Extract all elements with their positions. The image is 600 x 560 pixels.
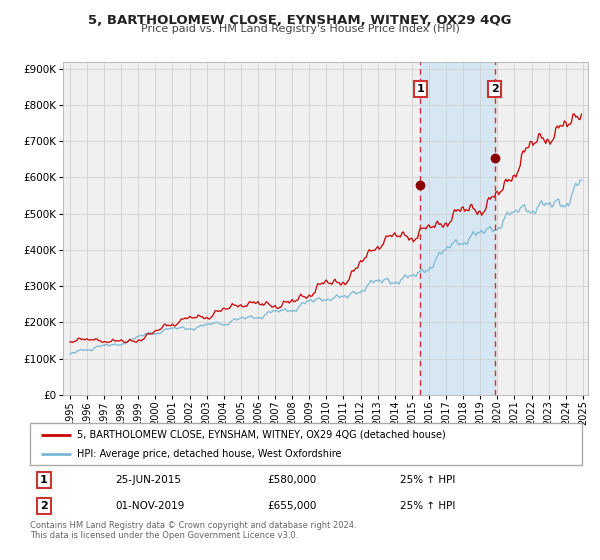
Text: 25% ↑ HPI: 25% ↑ HPI bbox=[400, 501, 455, 511]
Text: 25-JUN-2015: 25-JUN-2015 bbox=[116, 475, 182, 485]
Text: 25% ↑ HPI: 25% ↑ HPI bbox=[400, 475, 455, 485]
Text: 2: 2 bbox=[491, 84, 499, 94]
Text: Contains HM Land Registry data © Crown copyright and database right 2024.: Contains HM Land Registry data © Crown c… bbox=[30, 521, 356, 530]
Text: 01-NOV-2019: 01-NOV-2019 bbox=[116, 501, 185, 511]
FancyBboxPatch shape bbox=[30, 423, 582, 465]
Text: £655,000: £655,000 bbox=[268, 501, 317, 511]
Text: 2: 2 bbox=[40, 501, 47, 511]
Text: 5, BARTHOLOMEW CLOSE, EYNSHAM, WITNEY, OX29 4QG (detached house): 5, BARTHOLOMEW CLOSE, EYNSHAM, WITNEY, O… bbox=[77, 430, 446, 440]
Bar bbox=[421, 62, 495, 395]
Text: 1: 1 bbox=[416, 84, 424, 94]
Text: Price paid vs. HM Land Registry's House Price Index (HPI): Price paid vs. HM Land Registry's House … bbox=[140, 24, 460, 34]
Text: 5, BARTHOLOMEW CLOSE, EYNSHAM, WITNEY, OX29 4QG: 5, BARTHOLOMEW CLOSE, EYNSHAM, WITNEY, O… bbox=[88, 14, 512, 27]
Text: HPI: Average price, detached house, West Oxfordshire: HPI: Average price, detached house, West… bbox=[77, 449, 341, 459]
Text: £580,000: £580,000 bbox=[268, 475, 317, 485]
Text: 1: 1 bbox=[40, 475, 47, 485]
Text: This data is licensed under the Open Government Licence v3.0.: This data is licensed under the Open Gov… bbox=[30, 531, 298, 540]
